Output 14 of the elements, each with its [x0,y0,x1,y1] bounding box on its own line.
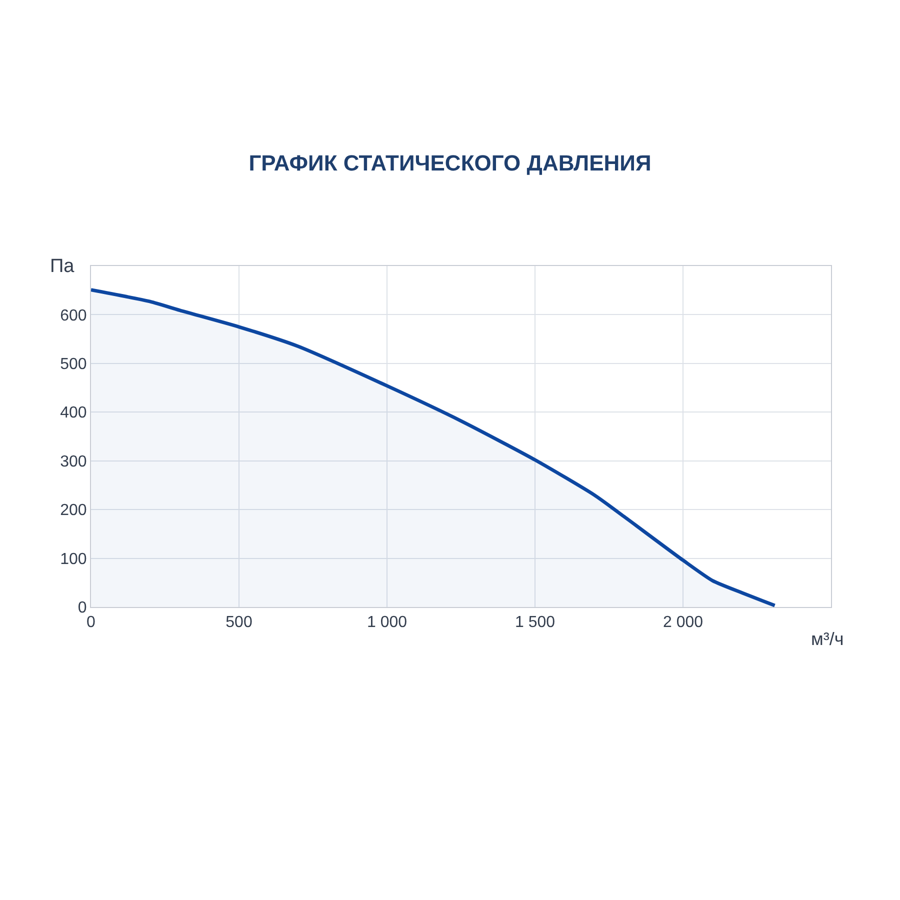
x-tick-label: 2 000 [662,614,704,632]
y-tick-label: 500 [60,356,87,374]
y-tick-label: 400 [60,404,87,422]
y-tick-label: 300 [60,453,87,470]
y-axis-title: Па [50,256,75,277]
x-axis-title: м³/ч [811,629,844,649]
x-tick-label: 500 [226,614,252,632]
chart-title: ГРАФИК СТАТИЧЕСКОГО ДАВЛЕНИЯ [248,150,652,176]
y-tick-label: 0 [78,600,87,617]
x-tick-label: 1 000 [366,614,408,632]
y-tick-label: 200 [60,502,87,520]
y-tick-label: 100 [60,550,87,568]
y-tick-label: 600 [60,307,87,324]
x-tick-label: 1 500 [514,614,556,632]
